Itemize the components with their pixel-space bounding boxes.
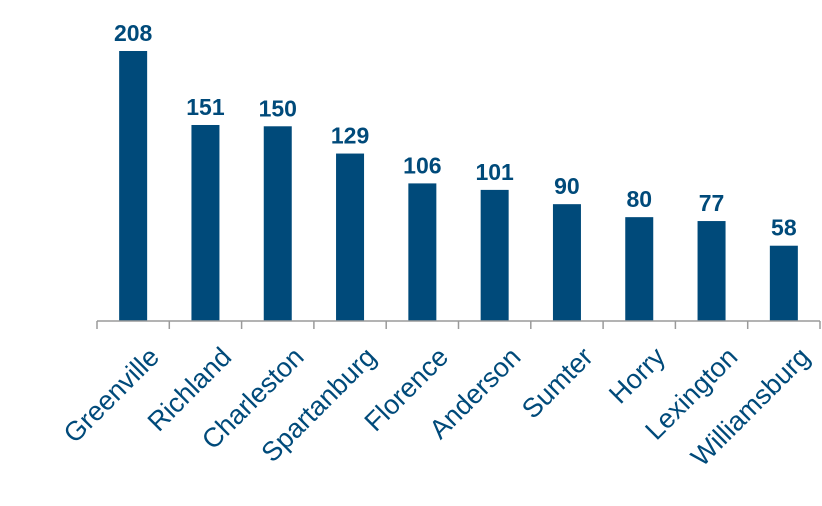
value-label-horry: 80 xyxy=(626,186,652,212)
category-label-sumter: Sumter xyxy=(516,342,599,425)
bar-greenville xyxy=(119,51,148,321)
bar-horry xyxy=(625,217,654,321)
bar-williamsburg xyxy=(769,245,798,321)
bar-spartanburg xyxy=(336,153,365,321)
bars-group xyxy=(119,51,798,322)
category-label-greenville: Greenville xyxy=(58,342,165,449)
value-label-florence: 106 xyxy=(403,152,441,178)
category-labels-group: GreenvilleRichlandCharlestonSpartanburgF… xyxy=(58,341,816,472)
value-label-spartanburg: 129 xyxy=(331,123,369,149)
value-label-lexington: 77 xyxy=(699,190,725,216)
value-label-charleston: 150 xyxy=(259,95,297,121)
value-label-anderson: 101 xyxy=(475,159,514,185)
category-label-horry: Horry xyxy=(603,341,671,409)
bar-charleston xyxy=(263,126,292,321)
bar-sumter xyxy=(552,204,581,321)
bar-lexington xyxy=(697,221,726,321)
bar-anderson xyxy=(480,189,509,321)
value-label-williamsburg: 58 xyxy=(771,215,797,241)
value-label-richland: 151 xyxy=(186,94,225,120)
x-axis-ticks xyxy=(96,321,821,329)
bar-florence xyxy=(408,183,437,321)
value-label-greenville: 208 xyxy=(114,20,153,46)
value-labels-group: 208 151 150 129 106 101 90 80 77 58 xyxy=(114,20,797,241)
value-label-sumter: 90 xyxy=(554,173,580,199)
bar-richland xyxy=(191,124,220,322)
